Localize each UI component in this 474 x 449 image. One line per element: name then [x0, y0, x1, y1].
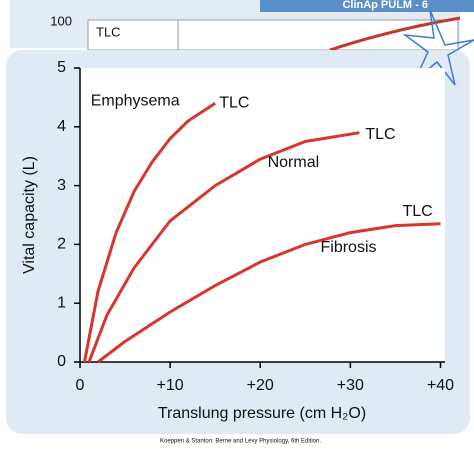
curve — [83, 102, 217, 363]
footer: Koeppen & Stanton: Berne and Levy Physio… — [160, 439, 321, 445]
series-label: Fibrosis — [320, 239, 376, 256]
series-label: Normal — [268, 154, 320, 171]
x-tick-label: +20 — [247, 377, 274, 394]
x-tick-label: 0 — [76, 377, 85, 394]
x-tick-label: +40 — [427, 377, 454, 394]
top-label: TLC — [96, 24, 121, 39]
y-tick-label: 3 — [57, 177, 66, 194]
header-bar — [260, 0, 474, 12]
x-axis-label: Translung pressure (cm H₂O) — [158, 405, 366, 422]
y-tick-label: 5 — [57, 59, 66, 76]
top-plot — [87, 19, 459, 51]
x-tick-label: +30 — [337, 377, 364, 394]
tlc-label: TLC — [365, 126, 395, 143]
x-tick-label: +10 — [157, 377, 184, 394]
y-tick-label: 1 — [57, 294, 66, 311]
top-tick: 100 — [50, 13, 72, 28]
series-label: Emphysema — [91, 92, 180, 109]
top-curve — [329, 16, 461, 52]
y-tick-label: 0 — [57, 353, 66, 370]
star-decoration — [402, 9, 474, 86]
curve — [87, 131, 360, 363]
y-tick-label: 4 — [57, 118, 66, 135]
tlc-label: TLC — [219, 94, 249, 111]
curve — [97, 222, 441, 364]
plot-area — [80, 68, 445, 362]
y-axis-label: Vital capacity (L) — [21, 156, 38, 274]
y-tick-label: 2 — [57, 236, 66, 253]
tlc-label: TLC — [402, 203, 432, 220]
header: ClinAp PULM - 6 — [342, 0, 428, 11]
